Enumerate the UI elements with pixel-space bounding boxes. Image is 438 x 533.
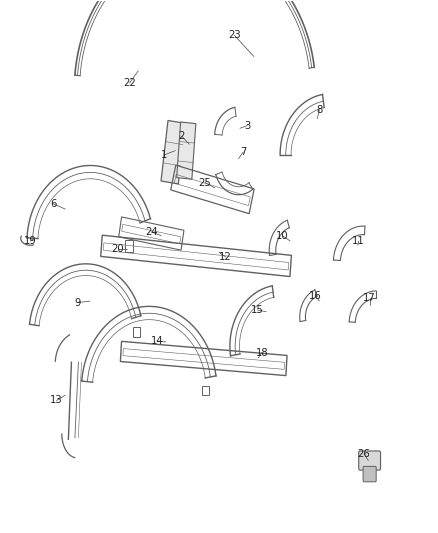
- Text: 11: 11: [352, 236, 365, 246]
- FancyBboxPatch shape: [359, 451, 381, 470]
- Text: 18: 18: [255, 348, 268, 358]
- Bar: [201, 385, 208, 395]
- Text: 15: 15: [251, 305, 264, 315]
- Bar: [177, 122, 196, 179]
- Text: 10: 10: [276, 231, 289, 241]
- Bar: [174, 174, 250, 206]
- Text: 2: 2: [179, 131, 185, 141]
- Text: 23: 23: [228, 30, 240, 41]
- Text: 22: 22: [123, 78, 136, 88]
- Text: 19: 19: [24, 236, 37, 246]
- Bar: [125, 240, 133, 252]
- Text: 7: 7: [240, 147, 246, 157]
- Bar: [101, 235, 291, 277]
- Bar: [119, 217, 184, 250]
- Text: 14: 14: [151, 336, 163, 346]
- Text: 3: 3: [244, 120, 251, 131]
- Bar: [123, 349, 284, 369]
- Bar: [161, 120, 185, 184]
- Text: 26: 26: [357, 449, 371, 458]
- Text: 9: 9: [74, 297, 80, 308]
- Bar: [133, 327, 140, 337]
- Bar: [120, 341, 287, 376]
- Text: 25: 25: [199, 177, 212, 188]
- Text: 24: 24: [145, 227, 158, 237]
- Text: 13: 13: [50, 395, 63, 406]
- Text: 8: 8: [316, 104, 322, 115]
- Bar: [103, 243, 289, 270]
- Text: 16: 16: [309, 290, 321, 301]
- Text: 17: 17: [363, 293, 376, 303]
- Bar: [171, 165, 254, 214]
- FancyBboxPatch shape: [363, 466, 376, 482]
- Text: 6: 6: [50, 199, 56, 209]
- Text: 20: 20: [111, 245, 124, 254]
- Text: 12: 12: [219, 252, 232, 262]
- Bar: [122, 224, 181, 244]
- Text: 1: 1: [161, 150, 168, 160]
